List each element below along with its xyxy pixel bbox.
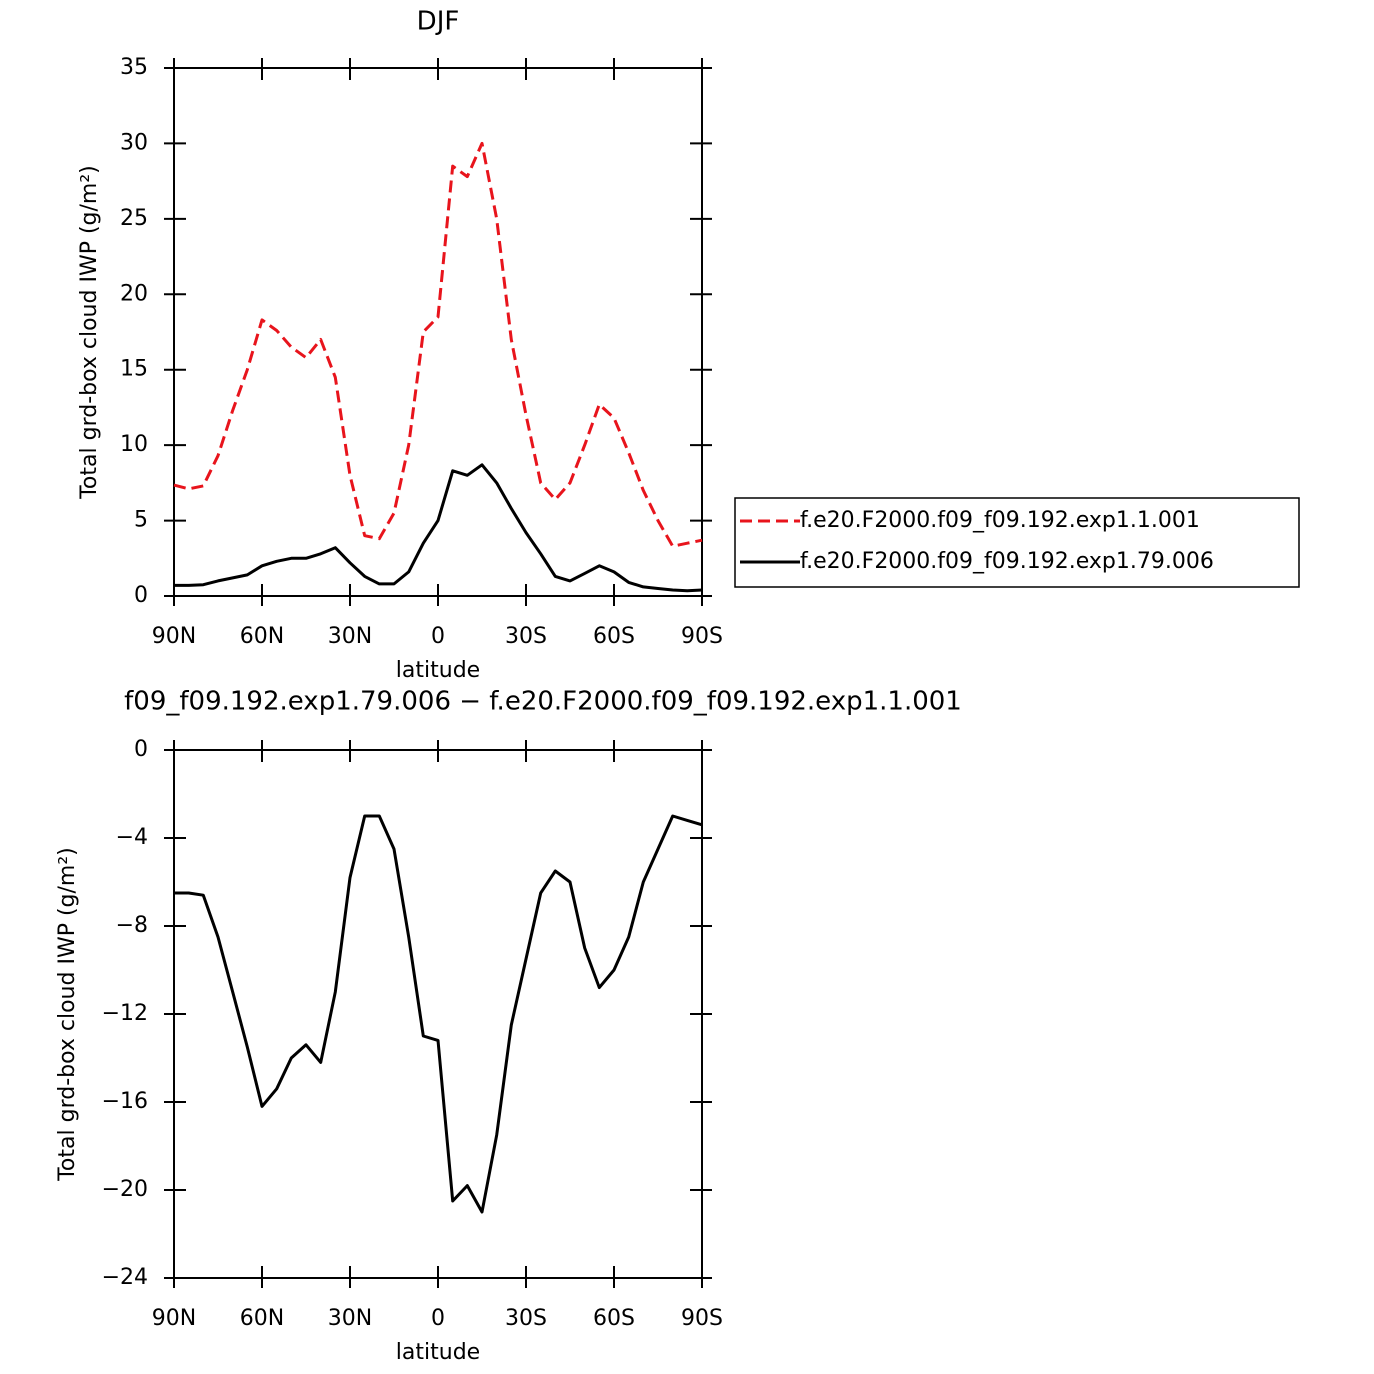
x-tick-label: 30N [328, 624, 372, 649]
x-tick-label: 60N [240, 1306, 284, 1331]
legend-label: f.e20.F2000.f09_f09.192.exp1.1.001 [800, 508, 1200, 533]
y-tick-label: 5 [134, 508, 148, 533]
x-tick-label: 90N [152, 1306, 196, 1331]
plot-frame [173, 749, 703, 1279]
y-tick-label: 15 [120, 357, 148, 382]
x-tick-label: 90N [152, 624, 196, 649]
y-tick-label: −20 [102, 1177, 148, 1202]
x-tick-label: 30S [505, 624, 547, 649]
y-tick-label: −8 [116, 913, 148, 938]
x-tick-label: 0 [431, 624, 445, 649]
y-tick-label: −12 [102, 1001, 148, 1026]
y-tick-label: 0 [134, 737, 148, 762]
x-tick-label: 30N [328, 1306, 372, 1331]
y-tick-label: −24 [102, 1265, 148, 1290]
plot-frame [173, 67, 703, 597]
x-tick-label: 90S [681, 1306, 723, 1331]
x-axis-label: latitude [396, 1340, 480, 1365]
legend-box [734, 497, 1300, 588]
y-tick-label: −4 [116, 825, 148, 850]
legend-label: f.e20.F2000.f09_f09.192.exp1.79.006 [800, 549, 1214, 574]
y-tick-label: −16 [102, 1089, 148, 1114]
y-axis-label: Total grd-box cloud IWP (g/m²) [77, 165, 102, 500]
x-tick-label: 60S [593, 1306, 635, 1331]
chart-title: DJF [417, 7, 460, 37]
x-tick-label: 0 [431, 1306, 445, 1331]
x-tick-label: 30S [505, 1306, 547, 1331]
y-tick-label: 30 [120, 130, 148, 155]
x-axis-label: latitude [396, 658, 480, 683]
y-tick-label: 25 [120, 206, 148, 231]
chart-title: f09_f09.192.exp1.79.006 − f.e20.F2000.f0… [124, 687, 962, 717]
y-tick-label: 0 [134, 583, 148, 608]
y-tick-label: 20 [120, 281, 148, 306]
y-tick-label: 10 [120, 432, 148, 457]
data-line [173, 141, 703, 548]
y-axis-label: Total grd-box cloud IWP (g/m²) [55, 847, 80, 1182]
x-tick-label: 90S [681, 624, 723, 649]
x-tick-label: 60S [593, 624, 635, 649]
data-line [174, 814, 703, 1214]
x-tick-label: 60N [240, 624, 284, 649]
y-tick-label: 35 [120, 55, 148, 80]
data-line [174, 463, 703, 593]
